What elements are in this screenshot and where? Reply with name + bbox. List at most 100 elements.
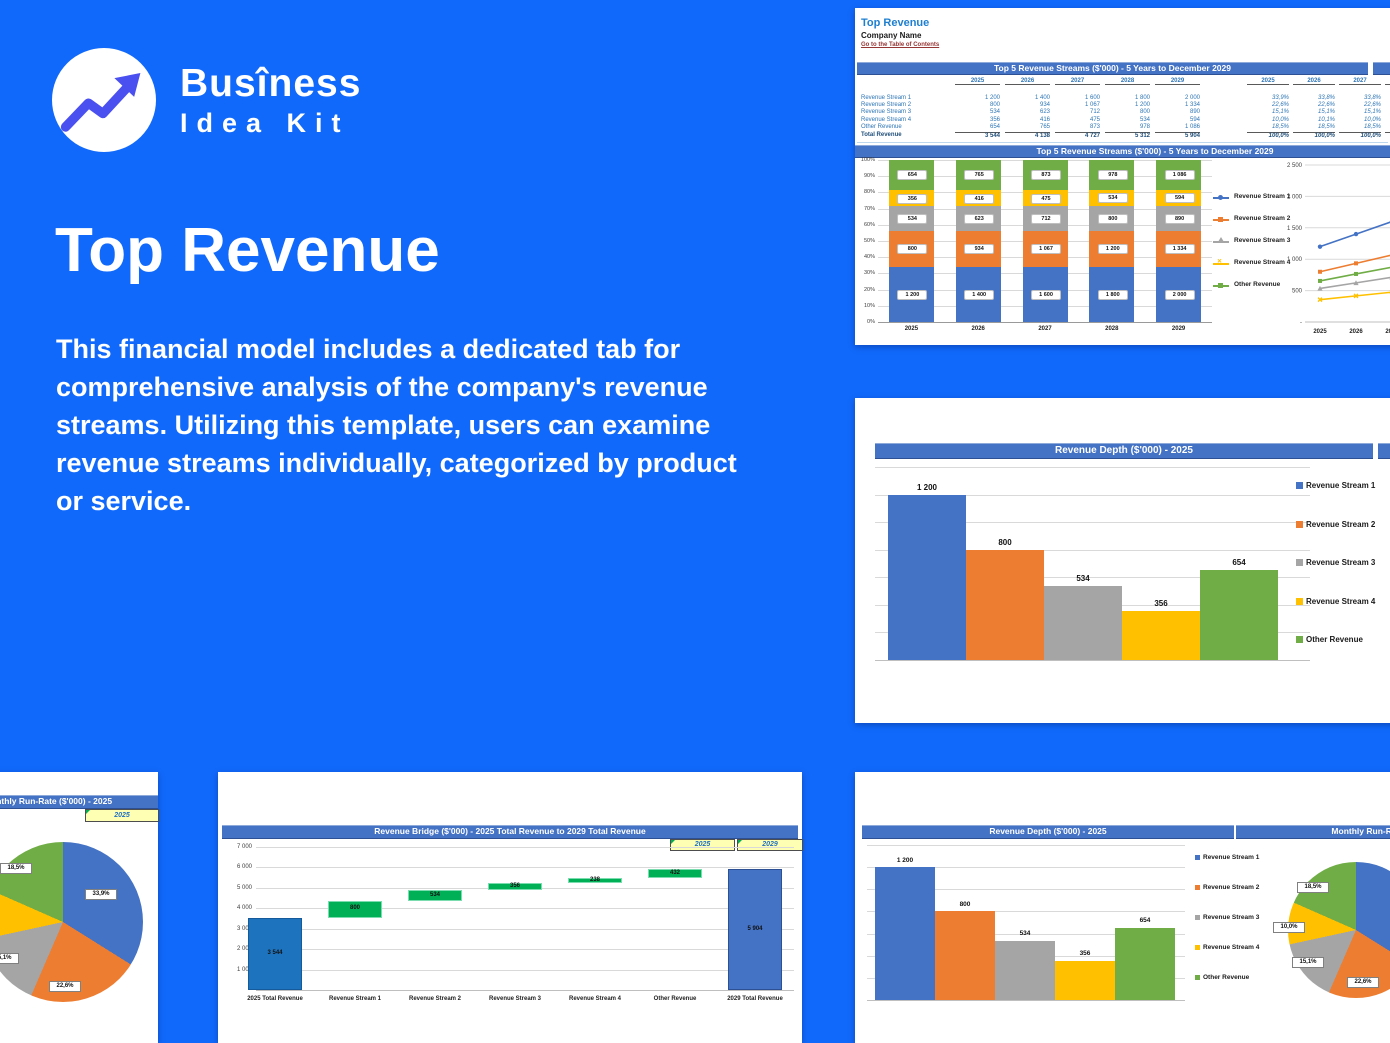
x-axis-label: Revenue Stream 4: [568, 996, 622, 1002]
legend-marker: [1218, 282, 1223, 288]
chart-bar: [1122, 610, 1200, 660]
data-label: 800: [998, 537, 1012, 547]
data-label: 623: [964, 213, 995, 224]
table-total-pct-cell: 100,0%: [1293, 132, 1335, 139]
runrate-pie-chart-small: 33,9%22,6%15,1%10,0%18,5%: [855, 772, 1390, 1043]
table-cell: 890: [1189, 109, 1200, 116]
legend-label: Revenue Stream 1: [1306, 481, 1376, 490]
table-cell: 654: [989, 123, 1000, 130]
depth-title-bar: Revenue Depth ($'000) - 2025: [875, 443, 1373, 459]
chart-bar: [568, 878, 622, 884]
table-cell: 712: [1089, 109, 1100, 116]
y-axis-tick: 30%: [863, 270, 875, 277]
table-cell: 534: [989, 109, 1000, 116]
panel-top-revenue-sheet: Top Revenue Company Name Go to the Table…: [855, 8, 1390, 345]
table-total-cell: 4 138: [1005, 132, 1050, 139]
data-label: 238: [589, 876, 600, 883]
table-cell: 1 334: [1184, 102, 1200, 109]
data-label: 475: [1031, 193, 1061, 204]
depth-title-bar-continued: [1378, 443, 1390, 459]
x-axis-label: 2026: [971, 326, 985, 332]
gridline: [256, 867, 794, 869]
depth-bar-chart-small: 1 200 800 534 356 654 Revenue Stream 1 Revenue…: [855, 772, 1390, 1043]
data-label: 1 400: [964, 290, 995, 301]
table-cell: 934: [1039, 102, 1050, 109]
toc-link[interactable]: Go to the Table of Contents: [861, 42, 940, 48]
data-label: 416: [964, 193, 995, 204]
table-pct-cell: 15,1%: [1317, 109, 1335, 116]
data-label: 534: [1097, 193, 1128, 204]
data-label: 5 904: [747, 925, 763, 932]
data-label: 1 086: [1164, 170, 1195, 181]
table-title-bar: Top 5 Revenue Streams ($'000) - 5 Years …: [857, 62, 1368, 75]
legend-item: Revenue Stream 2: [1213, 215, 1293, 225]
panel-revenue-depth: Revenue Depth ($'000) - 2025 1 200 800 534…: [855, 398, 1390, 723]
legend-item: Revenue Stream 3: [1213, 237, 1293, 247]
table-cell: 800: [989, 102, 1000, 109]
chart-bar: [488, 883, 542, 891]
y-axis-tick: 40%: [863, 254, 875, 261]
y-axis-tick: 10%: [863, 302, 875, 309]
brand-line2: Idea Kit: [180, 108, 350, 138]
page-description: This financial model includes a dedicate…: [56, 334, 737, 516]
table-pct-cell: 33,8%: [1363, 95, 1381, 101]
legend-label: Revenue Stream 4: [1203, 944, 1260, 951]
y-axis-tick: 0%: [867, 319, 875, 325]
svg-text:2 500: 2 500: [1287, 163, 1303, 169]
chart-bar: [935, 911, 995, 1000]
chart-bar: [875, 867, 935, 1000]
table-pct-cell: 10,0%: [1363, 116, 1381, 123]
legend-marker: [1195, 855, 1200, 860]
bridge-filter-start-value: 2025: [694, 841, 711, 848]
bridge-filter-end[interactable]: 2029: [737, 839, 803, 851]
y-axis-tick: -: [250, 987, 252, 993]
legend-label: Revenue Stream 2: [1306, 519, 1376, 529]
table-row-label: Revenue Stream 1: [861, 95, 912, 101]
chart-bar: [728, 869, 782, 990]
bridge-filter-start[interactable]: 2025: [670, 839, 735, 851]
table-pct-cell: 33,8%: [1317, 95, 1335, 101]
y-axis-tick: 2 000: [236, 946, 252, 953]
data-label: 978: [1097, 170, 1128, 181]
y-axis-tick: 70%: [863, 205, 875, 212]
table-cell: 1 400: [1034, 95, 1050, 101]
gridline: [256, 969, 794, 971]
data-label: 594: [1164, 193, 1195, 204]
data-label: 534: [897, 213, 928, 224]
legend-label: Revenue Stream 4: [1306, 596, 1376, 606]
legend-label: Revenue Stream 1: [1234, 193, 1291, 200]
table-cell: 1 200: [1134, 102, 1150, 109]
company-name: Company Name: [861, 31, 922, 40]
bridge-title-bar: Revenue Bridge ($'000) - 2025 Total Reve…: [222, 825, 798, 839]
data-label: 873: [1031, 170, 1061, 181]
gridline: [256, 949, 794, 951]
brand-line1: Busîness: [180, 62, 362, 105]
data-label: 356: [897, 193, 928, 204]
legend-marker: [1195, 975, 1200, 980]
x-axis-label: 2029: [1171, 326, 1186, 332]
legend-label: Other Revenue: [1234, 281, 1281, 288]
gridline: [867, 889, 1185, 891]
legend-item: Other Revenue: [1213, 281, 1293, 291]
table-cell: 978: [1139, 123, 1150, 130]
data-label: 1 200: [896, 856, 914, 864]
table-total-cell: 5 904: [1155, 132, 1200, 139]
data-label: 654: [897, 170, 928, 181]
year-filter-dropdown[interactable]: 2025: [85, 809, 159, 822]
x-axis-line: [256, 990, 794, 991]
legend-label: Other Revenue: [1203, 974, 1250, 981]
x-axis-line: [867, 1000, 1185, 1001]
data-label: 534: [1019, 930, 1031, 938]
y-axis-tick: 60%: [863, 221, 875, 228]
gridline: [256, 908, 794, 910]
table-row-label: Revenue Stream 4: [861, 116, 912, 123]
depth-title-bar-2: Revenue Depth ($'000) - 2025: [862, 825, 1234, 839]
panel-monthly-runrate-left: Monthly Run-Rate ($'000) - 2025 2025 33,…: [0, 772, 159, 1043]
data-label: 15,1%: [1292, 957, 1324, 968]
table-cell: 800: [1139, 109, 1150, 116]
table-total-pct-cell: 100,0%: [1247, 132, 1289, 139]
data-label: 1 067: [1031, 244, 1061, 255]
legend-marker: [1218, 194, 1223, 200]
x-axis-label: 2025 Total Revenue: [247, 996, 303, 1002]
